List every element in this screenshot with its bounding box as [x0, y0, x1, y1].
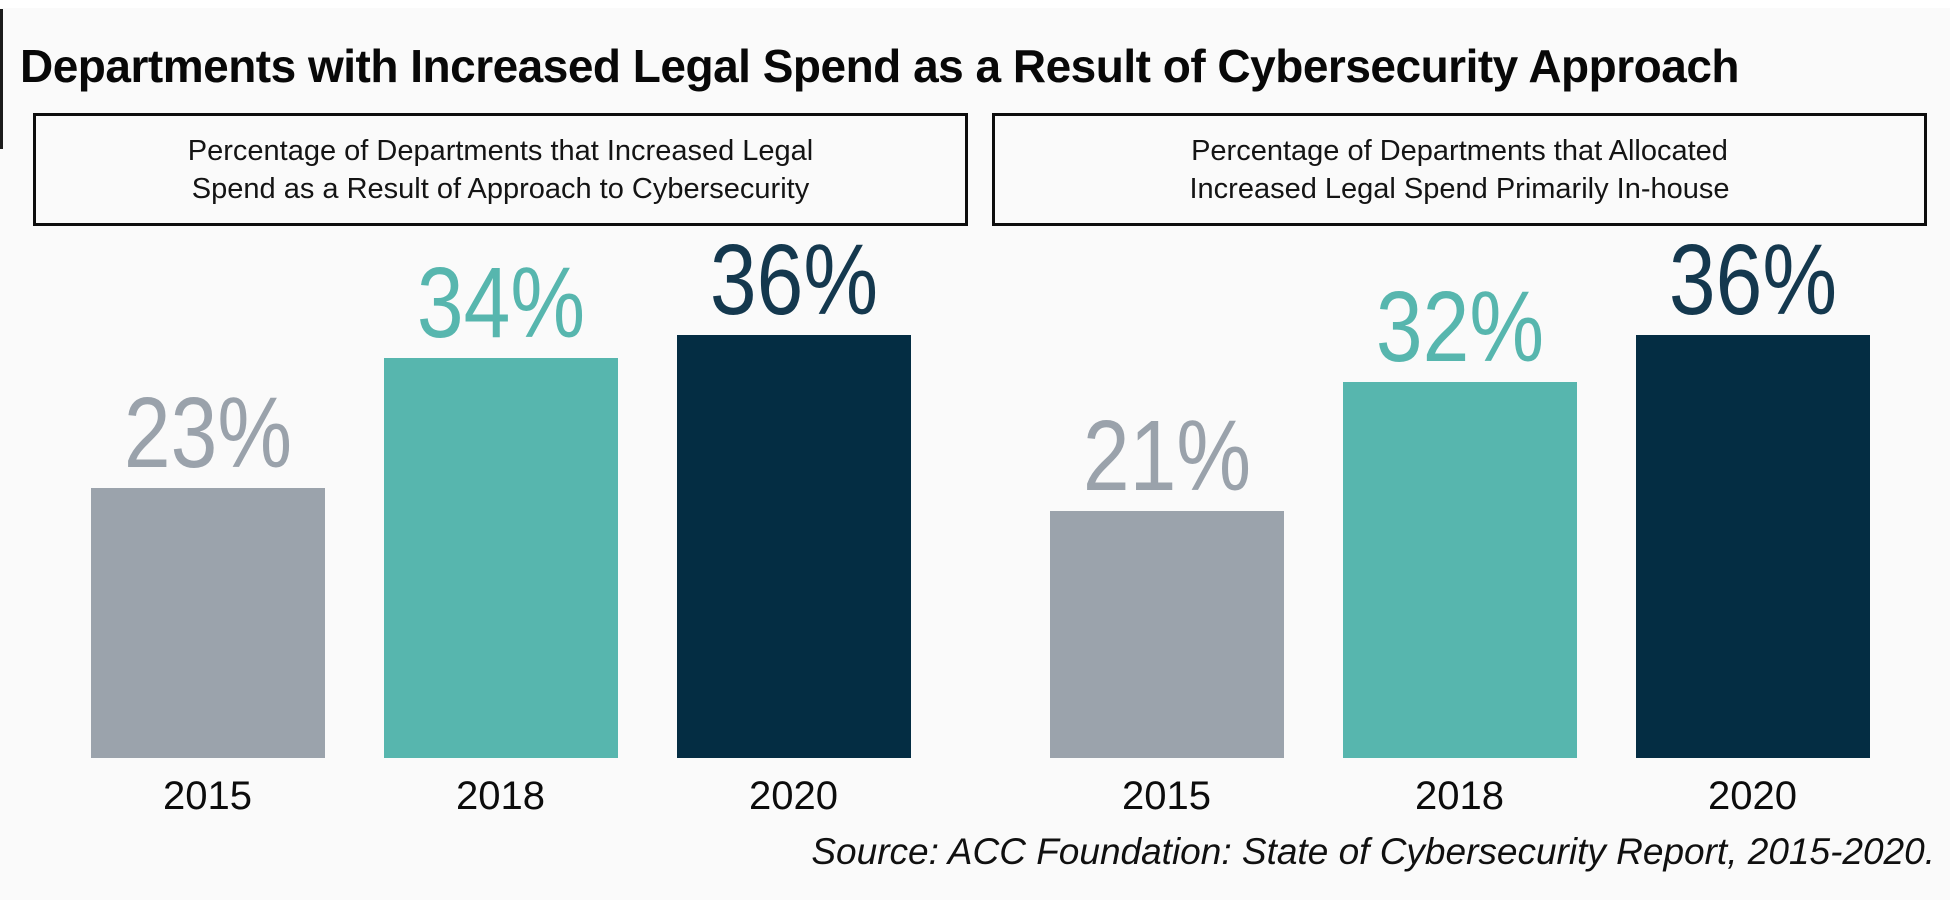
bar-column-2018: 32%	[1342, 271, 1577, 758]
left-chart-header-line2: Spend as a Result of Approach to Cyberse…	[191, 172, 810, 205]
left-chart-bars: 23% 34% 36%	[33, 224, 968, 758]
bar-2018	[383, 358, 618, 758]
right-chart-bars: 21% 32% 36%	[992, 224, 1927, 758]
bar-2015	[1049, 511, 1284, 758]
bar-2020	[676, 335, 911, 758]
bar-column-2020: 36%	[676, 224, 911, 758]
bar-column-2015: 23%	[90, 377, 325, 758]
right-chart-x-axis: 2015 2018 2020	[992, 758, 1927, 819]
bar-column-2018: 34%	[383, 247, 618, 758]
bar-column-2020: 36%	[1635, 224, 1870, 758]
right-chart-header-line2: Increased Legal Spend Primarily In-house	[1189, 172, 1730, 205]
right-chart-header-box: Percentage of Departments that Allocated…	[992, 113, 1927, 226]
bar-value-label: 36%	[1668, 224, 1837, 336]
right-chart-panel: Percentage of Departments that Allocated…	[992, 0, 1927, 900]
top-margin-strip	[0, 0, 1950, 8]
left-chart-panel: Percentage of Departments that Increased…	[33, 0, 968, 900]
right-chart-header-line1: Percentage of Departments that Allocated	[1191, 134, 1728, 167]
bar-value-label: 34%	[416, 247, 585, 359]
source-citation: Source: ACC Foundation: State of Cyberse…	[811, 831, 1935, 872]
x-axis-label-2020: 2020	[1708, 774, 1797, 818]
x-axis-label-2018: 2018	[1415, 774, 1504, 818]
bar-column-2015: 21%	[1049, 400, 1284, 758]
bar-value-label: 32%	[1375, 271, 1544, 383]
left-chart-header-box: Percentage of Departments that Increased…	[33, 113, 968, 226]
left-chart-header-line1: Percentage of Departments that Increased…	[187, 134, 814, 167]
bar-value-label: 36%	[709, 224, 878, 336]
bar-2020	[1635, 335, 1870, 758]
x-axis-label-2015: 2015	[163, 774, 252, 818]
bar-2015	[90, 488, 325, 758]
bar-value-label: 23%	[123, 377, 292, 489]
x-axis-label-2020: 2020	[749, 774, 838, 818]
bar-2018	[1342, 382, 1577, 758]
left-chart-x-axis: 2015 2018 2020	[33, 758, 968, 819]
screen-edge-artifact-line	[0, 9, 3, 149]
x-axis-label-2015: 2015	[1122, 774, 1211, 818]
x-axis-label-2018: 2018	[456, 774, 545, 818]
bar-value-label: 21%	[1082, 400, 1251, 512]
page-title: Departments with Increased Legal Spend a…	[20, 39, 1740, 92]
